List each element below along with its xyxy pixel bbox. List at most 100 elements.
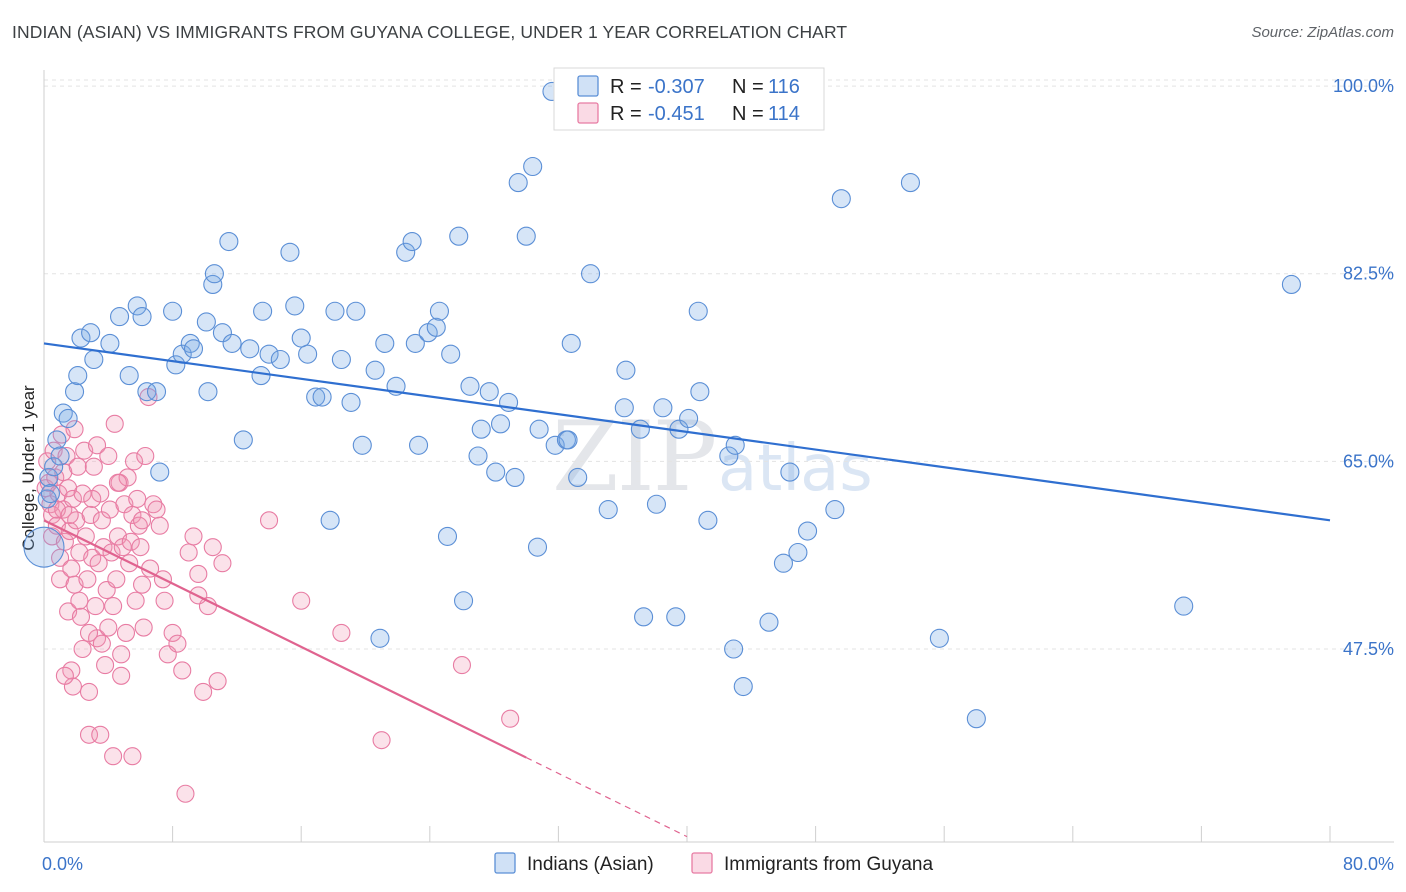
indian-point-114 bbox=[1281, 274, 1301, 294]
guyana-point-90 bbox=[203, 538, 222, 557]
trend-line-pink bbox=[43, 519, 527, 759]
indian-point-68 bbox=[471, 419, 491, 439]
indian-point-24 bbox=[180, 333, 200, 353]
source-label: Source: ZipAtlas.com bbox=[1251, 24, 1394, 41]
guyana-point-76 bbox=[144, 495, 163, 514]
indian-point-107 bbox=[798, 521, 818, 541]
indian-point-70 bbox=[486, 462, 506, 482]
guyana-point-109 bbox=[452, 656, 472, 675]
indian-point-85 bbox=[580, 264, 601, 284]
indian-point-115 bbox=[23, 526, 65, 568]
guyana-point-68 bbox=[128, 489, 147, 508]
legend-swatch-blue bbox=[577, 75, 599, 97]
indian-point-20 bbox=[150, 462, 170, 482]
legend-r-value-pink: -0.451 bbox=[648, 103, 705, 125]
guyana-point-52 bbox=[104, 597, 123, 616]
indian-point-67 bbox=[468, 446, 488, 466]
indian-point-17 bbox=[132, 307, 152, 327]
gridlines bbox=[44, 79, 1394, 650]
guyana-point-95 bbox=[91, 725, 110, 744]
indian-point-38 bbox=[270, 349, 290, 370]
indian-point-37 bbox=[259, 344, 279, 364]
indian-point-31 bbox=[219, 232, 239, 252]
guyana-point-81 bbox=[163, 623, 182, 642]
guyana-point-48 bbox=[99, 446, 118, 466]
indian-point-11 bbox=[81, 323, 101, 343]
indian-point-76 bbox=[523, 156, 543, 177]
indian-point-113 bbox=[1174, 596, 1194, 616]
indian-point-62 bbox=[437, 526, 458, 546]
legend-r-label-pink: R = bbox=[610, 103, 642, 125]
guyana-point-39 bbox=[86, 597, 105, 616]
correlation-legend: R = -0.307 N = 116 R = -0.451 N = 114 bbox=[553, 67, 825, 131]
guyana-point-87 bbox=[189, 564, 208, 583]
guyana-point-91 bbox=[208, 672, 227, 691]
series-legend: Indians (Asian) Immigrants from Guyana bbox=[494, 852, 933, 875]
indian-point-100 bbox=[724, 639, 744, 659]
indian-point-51 bbox=[365, 360, 385, 380]
guyana-point-30 bbox=[73, 639, 92, 659]
indian-point-69 bbox=[479, 382, 499, 402]
indian-point-46 bbox=[325, 301, 345, 321]
bottom-legend-swatch-blue bbox=[494, 852, 516, 874]
indian-point-52 bbox=[370, 628, 390, 648]
guyana-point-15 bbox=[55, 532, 74, 551]
legend-r-label-blue: R = bbox=[610, 76, 642, 98]
guyana-point-66 bbox=[124, 452, 144, 471]
indian-point-98 bbox=[698, 510, 718, 530]
indian-point-0 bbox=[37, 489, 57, 509]
indian-point-33 bbox=[233, 430, 253, 450]
indian-point-14 bbox=[110, 307, 130, 327]
y-tick-labels: 47.5% 65.0% 82.5% 100.0% bbox=[1333, 76, 1394, 659]
indian-point-57 bbox=[405, 333, 425, 353]
indian-point-73 bbox=[505, 467, 525, 487]
indian-point-21 bbox=[163, 301, 183, 321]
indian-point-66 bbox=[460, 376, 480, 396]
indian-point-103 bbox=[759, 612, 779, 632]
guyana-point-64 bbox=[121, 532, 140, 551]
indian-point-101 bbox=[725, 435, 745, 455]
indian-point-47 bbox=[331, 349, 351, 370]
y-axis-title: College, Under 1 year bbox=[19, 385, 38, 551]
guyana-point-111 bbox=[83, 489, 102, 508]
bottom-legend-swatch-pink bbox=[691, 852, 713, 874]
guyana-point-98 bbox=[55, 666, 74, 685]
indian-point-50 bbox=[352, 435, 372, 455]
trend-line-blue bbox=[43, 342, 1331, 522]
legend-n-value-pink: 114 bbox=[768, 103, 800, 125]
legend-swatch-pink bbox=[577, 102, 599, 124]
guyana-point-26 bbox=[68, 457, 87, 476]
guyana-point-23 bbox=[65, 420, 84, 439]
indian-point-19 bbox=[146, 382, 167, 402]
guyana-point-83 bbox=[173, 661, 192, 680]
indian-point-110 bbox=[900, 173, 920, 193]
guyana-point-73 bbox=[136, 446, 155, 466]
indian-point-40 bbox=[285, 296, 305, 316]
guyana-point-112 bbox=[60, 505, 79, 525]
x-tick-label-max: 80.0% bbox=[1343, 854, 1394, 874]
indian-point-92 bbox=[653, 398, 673, 418]
indian-point-5 bbox=[50, 446, 70, 466]
guyana-point-94 bbox=[104, 747, 123, 766]
guyana-point-70 bbox=[131, 538, 150, 557]
guyana-point-57 bbox=[112, 645, 131, 664]
y-tick-label-3: 100.0% bbox=[1333, 76, 1394, 96]
indian-point-82 bbox=[558, 430, 578, 450]
x-tick-label-min: 0.0% bbox=[42, 854, 83, 874]
indian-point-102 bbox=[733, 676, 753, 697]
guyana-point-16 bbox=[57, 446, 76, 466]
guyana-point-20 bbox=[62, 559, 81, 578]
legend-n-label-blue: N = bbox=[732, 76, 764, 98]
indian-point-112 bbox=[966, 709, 986, 729]
guyana-point-36 bbox=[81, 505, 100, 525]
indian-point-104 bbox=[773, 553, 794, 573]
indian-point-44 bbox=[312, 387, 332, 407]
indian-point-106 bbox=[788, 542, 808, 563]
indian-point-53 bbox=[375, 333, 395, 353]
indian-point-108 bbox=[825, 500, 845, 520]
indian-point-55 bbox=[396, 242, 416, 262]
indian-point-9 bbox=[68, 366, 88, 386]
indian-point-87 bbox=[614, 398, 634, 418]
indian-point-83 bbox=[561, 333, 581, 353]
